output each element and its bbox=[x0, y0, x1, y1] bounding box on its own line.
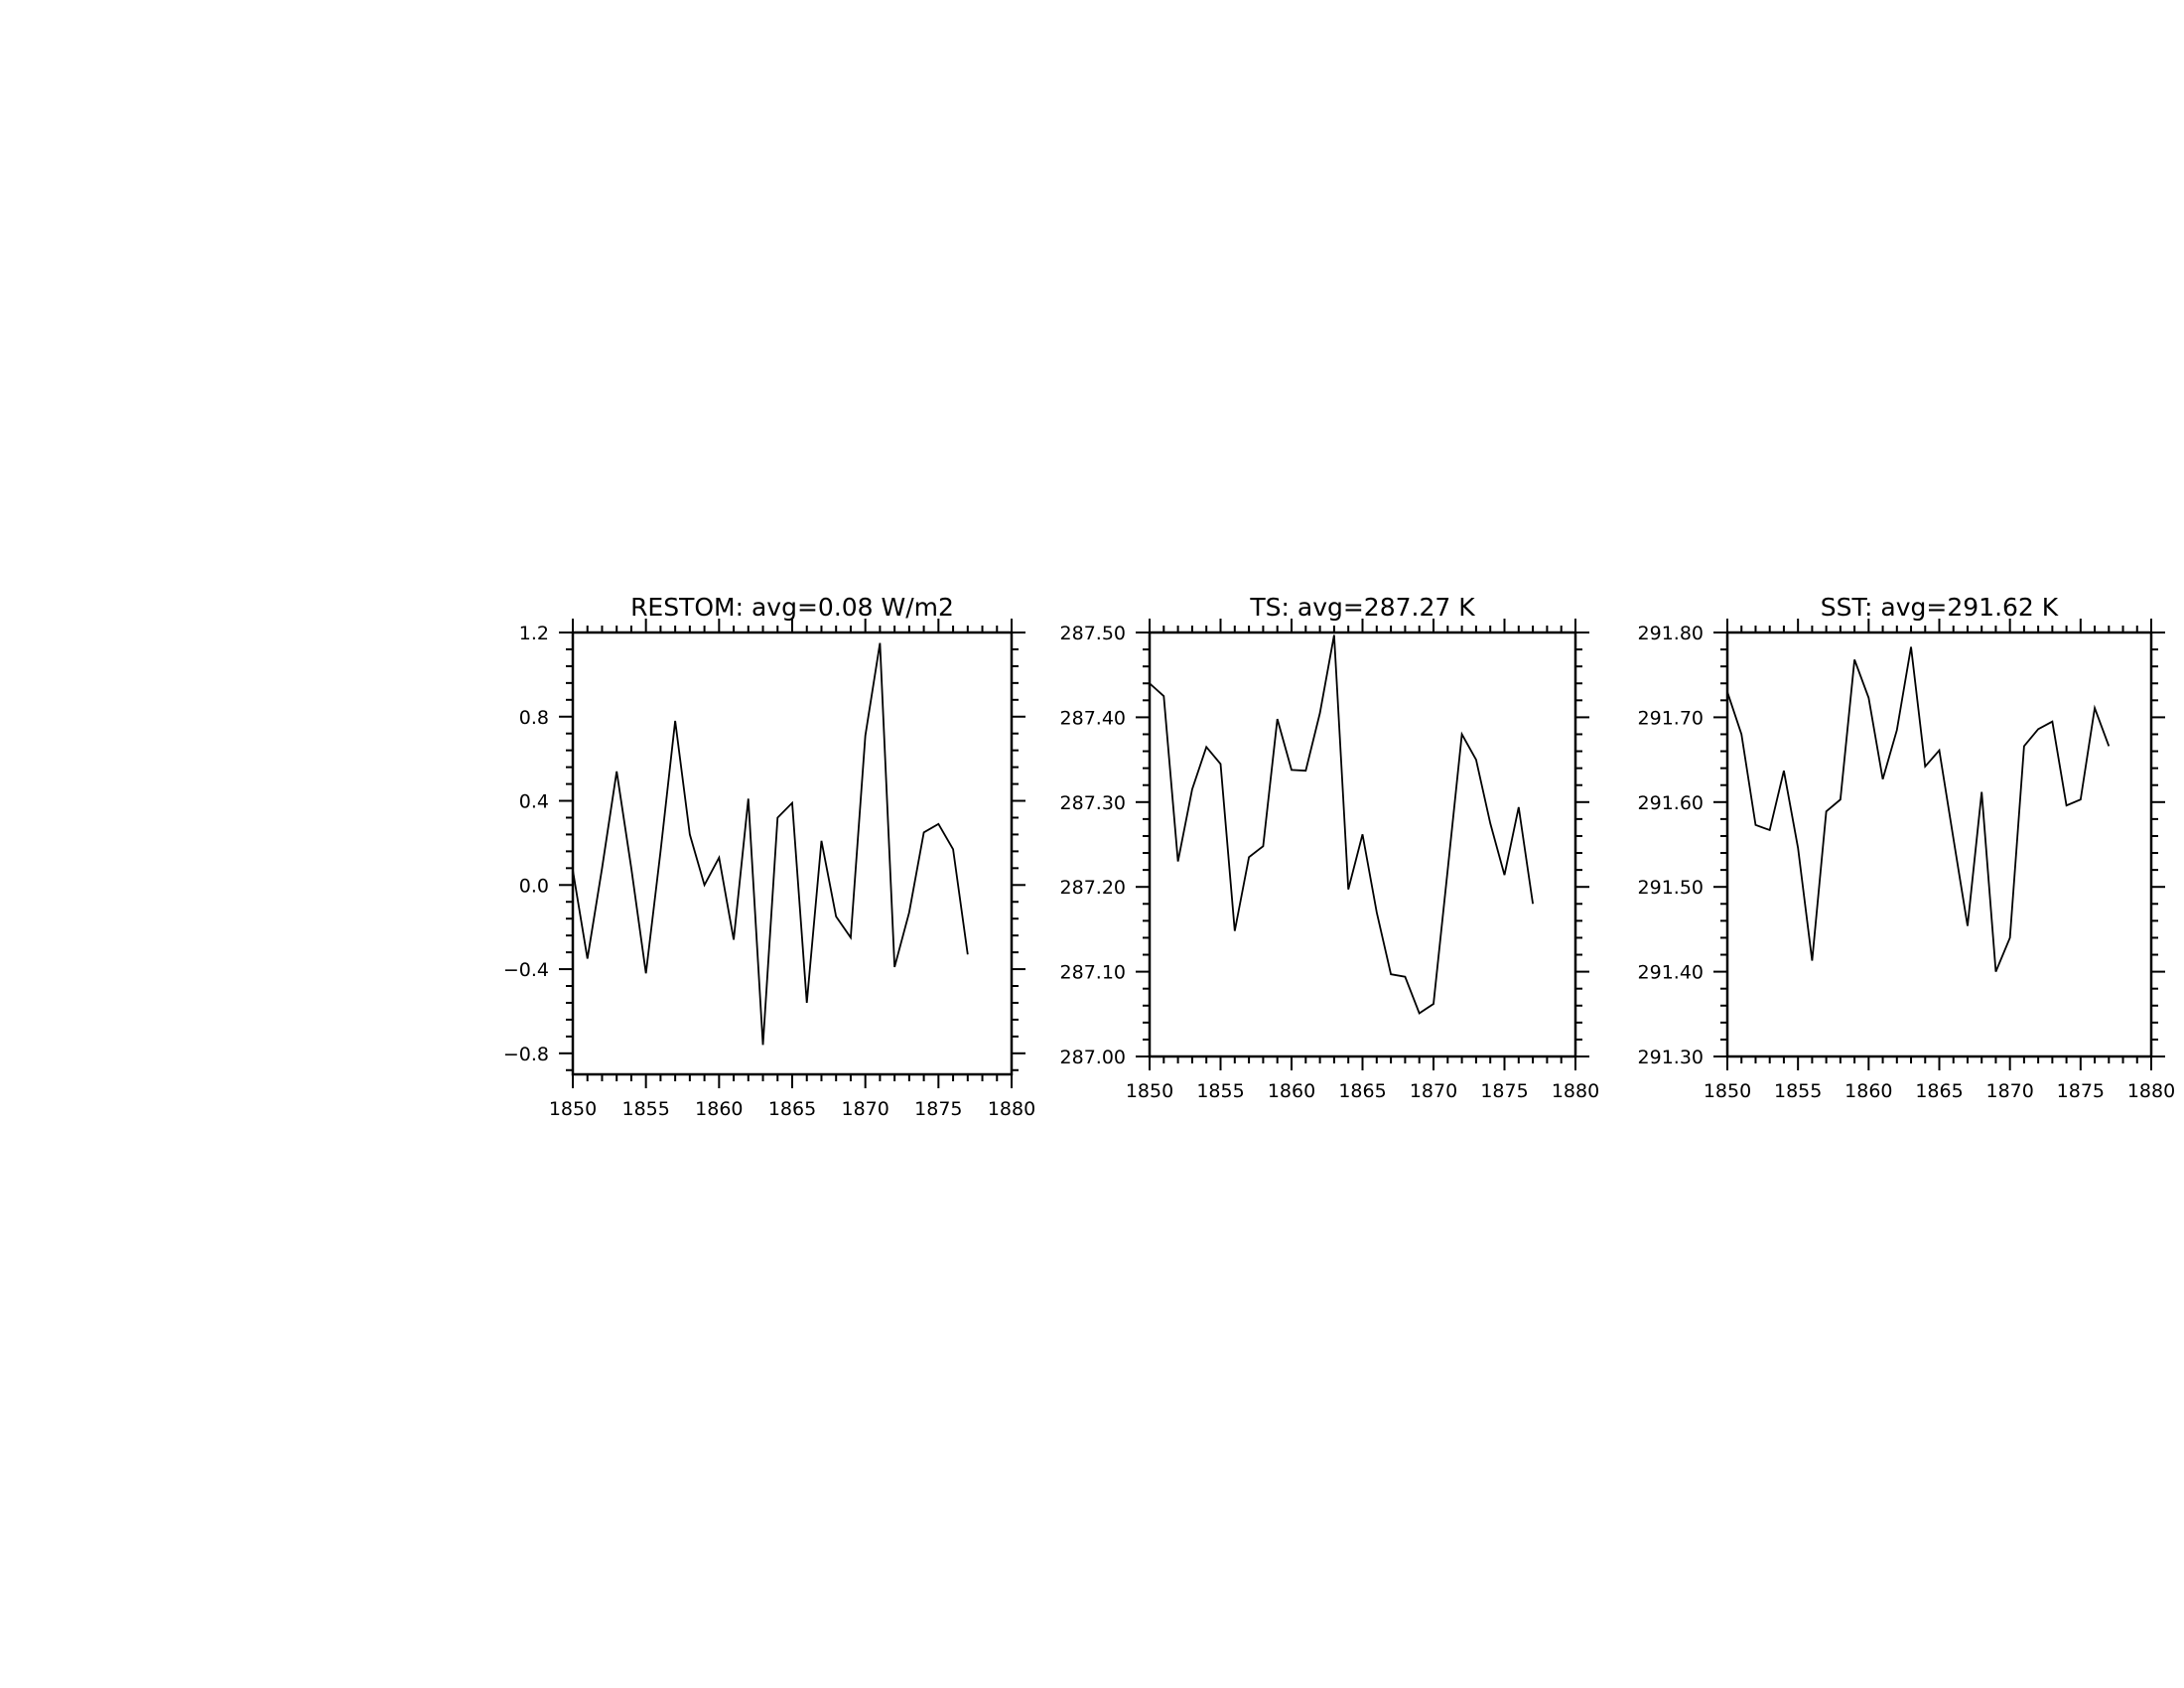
y-tick-label: 0.0 bbox=[519, 875, 549, 897]
x-tick-label: 1870 bbox=[1985, 1080, 2033, 1102]
x-tick-label: 1875 bbox=[2057, 1080, 2105, 1102]
plot-frame bbox=[1725, 631, 2153, 1058]
y-tick-label: 287.00 bbox=[1060, 1047, 1126, 1068]
series-line bbox=[572, 642, 969, 1046]
y-tick-label: 291.40 bbox=[1638, 962, 1704, 984]
x-tick-label: 1875 bbox=[914, 1098, 962, 1120]
x-tick-label: 1855 bbox=[1774, 1080, 1822, 1102]
x-tick-label: 1860 bbox=[1844, 1080, 1892, 1102]
x-tick-label: 1850 bbox=[549, 1098, 597, 1120]
series-line bbox=[1726, 646, 2111, 972]
panel-ts: TS: avg=287.27 K 1850 1855 1860 1865 1870 187… bbox=[1060, 593, 1600, 1102]
y-tick-label: 287.50 bbox=[1060, 623, 1126, 644]
x-tick-label: 1865 bbox=[1915, 1080, 1963, 1102]
panel-restom: RESTOM: avg=0.08 W/m2 1850 1855 1860 1865 18… bbox=[503, 593, 1035, 1120]
x-tick-label: 1855 bbox=[621, 1098, 669, 1120]
tick-marks bbox=[559, 619, 1025, 1088]
y-tick-label: 291.30 bbox=[1638, 1047, 1704, 1068]
y-tick-label: 287.10 bbox=[1060, 962, 1126, 984]
x-tick-label: 1855 bbox=[1196, 1080, 1244, 1102]
y-tick-label: 287.20 bbox=[1060, 877, 1126, 899]
y-tick-label: 1.2 bbox=[519, 623, 549, 644]
y-tick-label: 287.30 bbox=[1060, 792, 1126, 814]
x-tick-label: 1860 bbox=[695, 1098, 743, 1120]
chart-title: RESTOM: avg=0.08 W/m2 bbox=[630, 593, 954, 622]
x-tick-label: 1880 bbox=[988, 1098, 1035, 1120]
y-tick-label: −0.8 bbox=[503, 1044, 549, 1065]
x-tick-label: 1880 bbox=[2127, 1080, 2175, 1102]
y-tick-label: 0.8 bbox=[519, 707, 549, 729]
y-tick-label: 287.40 bbox=[1060, 707, 1126, 729]
panel-sst: SST: avg=291.62 K 1850 1855 1860 1865 1870 18… bbox=[1638, 593, 2176, 1102]
y-tick-label: 291.60 bbox=[1638, 792, 1704, 814]
chart-title: SST: avg=291.62 K bbox=[1821, 593, 2059, 622]
x-tick-label: 1875 bbox=[1480, 1080, 1528, 1102]
y-tick-label: 291.70 bbox=[1638, 707, 1704, 729]
x-tick-label: 1865 bbox=[768, 1098, 816, 1120]
y-tick-label: 0.4 bbox=[519, 791, 549, 813]
x-tick-label: 1880 bbox=[1552, 1080, 1599, 1102]
x-tick-label: 1850 bbox=[1126, 1080, 1173, 1102]
y-tick-label: −0.4 bbox=[503, 959, 549, 981]
x-tick-label: 1850 bbox=[1704, 1080, 1751, 1102]
y-tick-label: 291.80 bbox=[1638, 623, 1704, 644]
tick-marks bbox=[1713, 619, 2165, 1070]
chart-title: TS: avg=287.27 K bbox=[1249, 593, 1475, 622]
y-tick-label: 291.50 bbox=[1638, 877, 1704, 899]
x-tick-label: 1870 bbox=[1410, 1080, 1457, 1102]
tick-marks bbox=[1136, 619, 1589, 1070]
plot-frame bbox=[571, 631, 1014, 1076]
x-tick-label: 1860 bbox=[1268, 1080, 1315, 1102]
x-tick-label: 1865 bbox=[1338, 1080, 1386, 1102]
series-line bbox=[1149, 634, 1534, 1015]
x-tick-label: 1870 bbox=[841, 1098, 888, 1120]
